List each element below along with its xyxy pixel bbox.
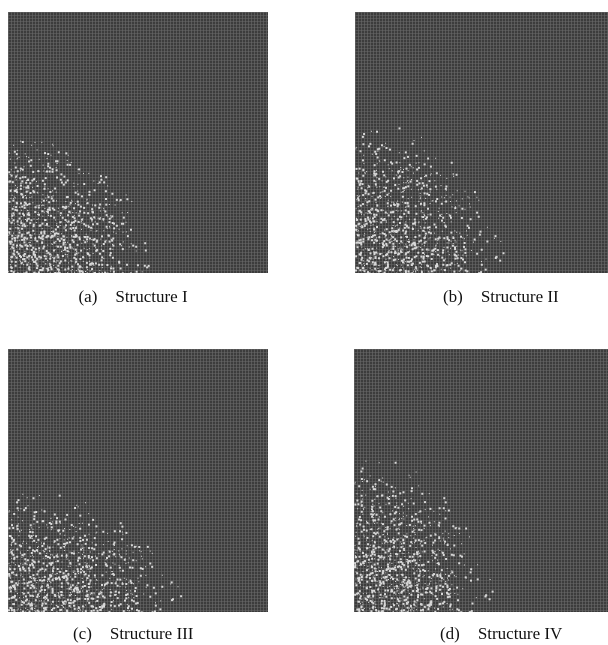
panel-label: (b) xyxy=(443,287,463,306)
mesh-image xyxy=(8,12,268,273)
panel-caption: (b) Structure II xyxy=(443,287,577,307)
caption-text: Structure II xyxy=(481,287,559,306)
panel-label: (a) xyxy=(79,287,98,306)
mesh-image xyxy=(355,12,608,273)
mesh-image xyxy=(354,349,608,612)
panel-caption: (d) Structure IV xyxy=(440,624,580,644)
panel-label: (d) xyxy=(440,624,460,643)
caption-text: Structure I xyxy=(115,287,187,306)
panel-caption: (c) Structure III xyxy=(73,624,211,644)
figure: {"panels": [ {"label": "(a)", "caption":… xyxy=(0,0,608,645)
caption-text: Structure IV xyxy=(478,624,563,643)
caption-text: Structure III xyxy=(110,624,194,643)
panel-caption: (a) Structure I xyxy=(79,287,206,307)
panel-label: (c) xyxy=(73,624,92,643)
mesh-image xyxy=(8,349,268,612)
